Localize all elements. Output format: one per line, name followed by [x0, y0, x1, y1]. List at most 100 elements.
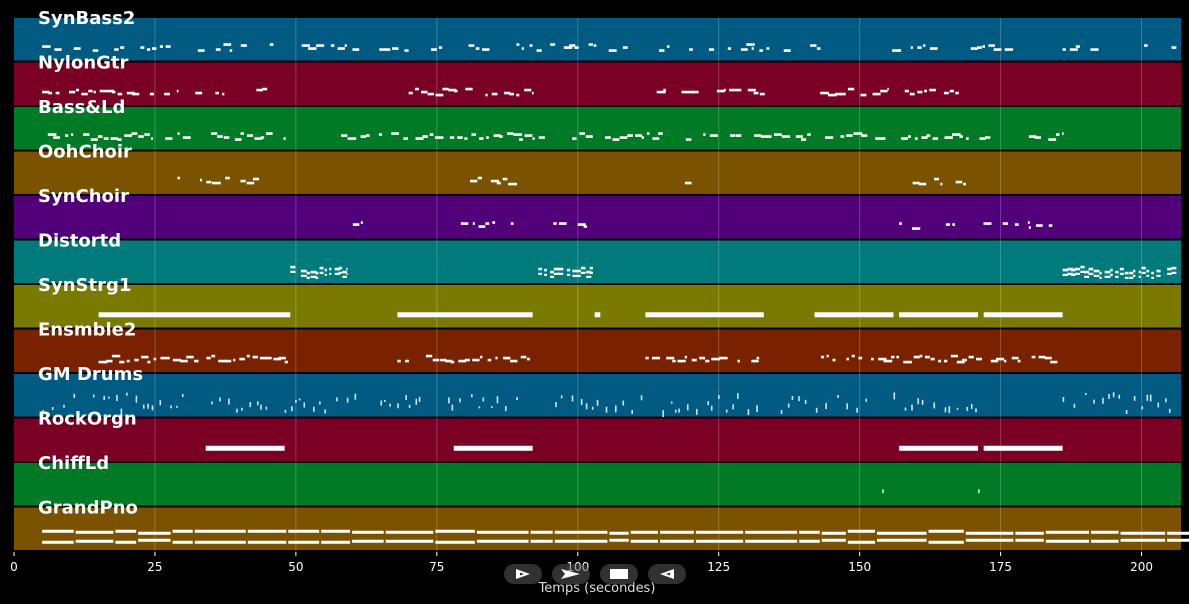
note-bar	[315, 44, 325, 47]
note-bar	[499, 135, 503, 138]
drum-hit	[211, 401, 213, 405]
drum-hit	[170, 405, 172, 409]
drum-hit	[284, 409, 287, 413]
note-bar	[315, 276, 319, 279]
drum-hit	[956, 407, 959, 410]
note-bar	[641, 136, 644, 139]
note-bar	[783, 49, 791, 52]
note-bar	[321, 529, 351, 533]
note-bar	[892, 49, 901, 52]
note-bar	[477, 176, 483, 180]
note-bar	[194, 540, 246, 544]
drum-hit	[471, 394, 473, 398]
note-bar	[284, 360, 288, 364]
note-bar	[827, 93, 837, 97]
note-bar	[1091, 539, 1119, 543]
note-bar	[223, 136, 230, 139]
note-bar	[479, 137, 484, 140]
drum-hit	[92, 394, 95, 398]
drum-hit	[147, 403, 149, 409]
note-bar	[1151, 276, 1154, 279]
note-bar	[440, 358, 447, 362]
note-bar	[1138, 275, 1141, 278]
note-bar	[105, 359, 113, 363]
note-bar	[1004, 48, 1014, 51]
note-bar	[766, 135, 772, 138]
drum-hit	[1149, 394, 1152, 402]
note-bar	[1028, 226, 1031, 229]
note-bar	[210, 132, 218, 135]
fast-forward-button[interactable]	[552, 564, 590, 584]
note-bar	[126, 91, 135, 95]
note-bar	[194, 359, 199, 363]
drum-hit	[904, 407, 907, 411]
note-bar	[1091, 530, 1119, 534]
note-bar	[1171, 266, 1177, 270]
note-bar	[344, 44, 347, 47]
note-bar	[99, 89, 107, 93]
note-bar	[990, 359, 999, 363]
note-bar	[553, 267, 560, 271]
drum-hit	[482, 397, 485, 402]
play-forward-button[interactable]	[504, 564, 542, 584]
note-bar	[553, 222, 557, 225]
stop-button[interactable]	[600, 564, 638, 584]
note-bar	[215, 48, 221, 51]
tick-label: 150	[848, 560, 871, 574]
note-bar	[1028, 135, 1037, 138]
note-bar	[924, 355, 930, 359]
track-label: GrandPno	[38, 498, 138, 519]
rewind-outline-icon	[660, 569, 674, 579]
note-bar	[566, 273, 571, 276]
note-bar	[912, 181, 920, 185]
note-bar	[397, 359, 401, 363]
note-bar	[1171, 46, 1177, 49]
note-bar	[240, 132, 245, 135]
drum-hit	[571, 395, 574, 402]
note-bar	[421, 90, 428, 94]
note-bar	[1044, 356, 1052, 360]
note-bar	[754, 134, 762, 137]
note-bar	[897, 49, 902, 52]
note-bar	[1138, 270, 1141, 274]
note-bar	[472, 358, 480, 362]
note-bar	[723, 88, 726, 92]
note-bar	[1133, 274, 1136, 277]
drum-hit	[674, 409, 677, 413]
note-bar	[627, 134, 633, 137]
note-bar	[334, 272, 340, 275]
note-bar	[53, 136, 60, 139]
note-bar	[919, 354, 923, 358]
note-bar	[566, 268, 571, 272]
note-bar	[247, 529, 287, 533]
note-bar	[677, 359, 686, 363]
note-bar	[708, 48, 715, 51]
note-bar	[115, 540, 137, 544]
note-bar	[550, 43, 556, 46]
note-bar	[329, 267, 332, 271]
note-bar	[983, 222, 992, 225]
note-bar	[887, 87, 889, 91]
note-bar	[502, 177, 508, 181]
note-bar	[334, 267, 340, 271]
note-bar	[519, 138, 523, 141]
note-bar	[378, 133, 383, 136]
note-bar	[138, 531, 171, 535]
note-bar	[929, 88, 936, 92]
rewind-button[interactable]	[648, 564, 686, 584]
note-bar	[978, 489, 980, 494]
note-bar	[496, 181, 501, 185]
drum-hit	[737, 392, 739, 399]
note-bar	[577, 269, 581, 273]
note-bar	[585, 135, 593, 138]
track-label: SynChoir	[38, 186, 129, 207]
note-bar	[138, 538, 171, 542]
drum-hit	[135, 395, 138, 403]
note-bar	[840, 135, 845, 138]
note-bar	[55, 91, 60, 95]
note-bar	[435, 93, 444, 97]
note-bar	[448, 88, 457, 92]
note-bar	[1156, 269, 1161, 273]
note-bar	[229, 49, 233, 52]
note-bar	[172, 529, 193, 533]
